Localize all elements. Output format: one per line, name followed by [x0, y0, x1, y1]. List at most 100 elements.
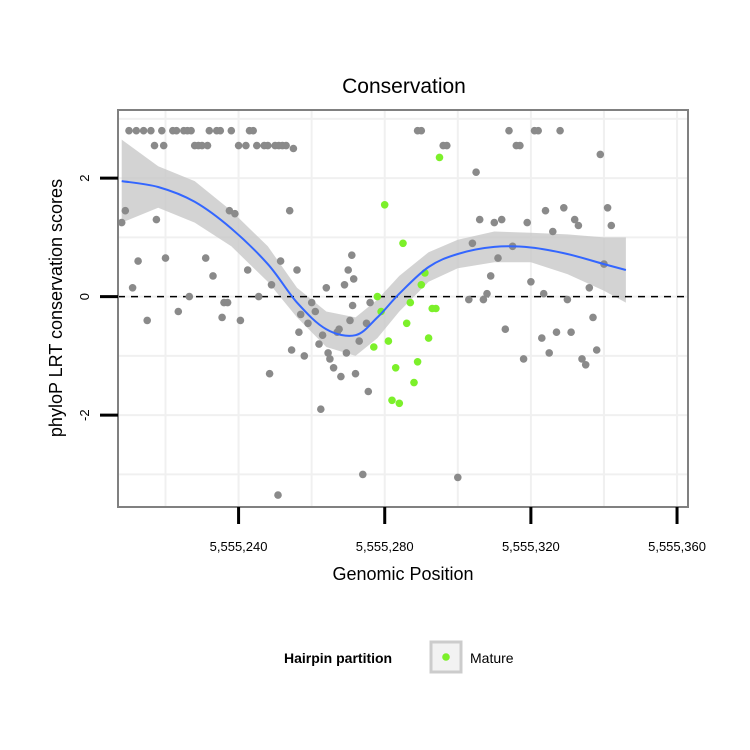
data-point-other [479, 295, 488, 304]
data-point-other [326, 355, 334, 363]
data-point-other [468, 239, 477, 248]
data-point-other [359, 470, 367, 479]
data-point-other [134, 257, 142, 265]
data-point-other [335, 325, 343, 334]
data-point-mature [399, 239, 407, 248]
y-axis-tick-label: 2 [77, 174, 92, 181]
data-point-other [317, 405, 325, 414]
data-point-other [574, 221, 583, 230]
data-point-mature [395, 399, 404, 408]
data-point-mature [377, 307, 385, 316]
data-point-other [295, 328, 303, 337]
data-point-mature [406, 298, 415, 307]
legend-key-mature-dot [442, 653, 450, 661]
data-point-other [203, 141, 212, 150]
data-point-other [209, 272, 217, 280]
data-point-other [570, 215, 579, 224]
data-point-other [417, 126, 426, 135]
data-point-other [282, 141, 290, 150]
data-point-other [556, 126, 564, 135]
data-point-other [304, 319, 312, 328]
data-point-mature [435, 153, 444, 162]
data-point-other [483, 289, 491, 298]
data-point-other [198, 141, 206, 150]
y-axis: -2 0 2 [77, 174, 118, 421]
data-point-mature [424, 334, 433, 342]
data-point-mature [432, 304, 440, 313]
data-point-other [340, 281, 349, 289]
y-axis-tick-label: 0 [77, 293, 92, 300]
legend: Hairpin partition Mature [284, 640, 514, 674]
data-point-other [497, 215, 506, 224]
data-point-other [139, 126, 148, 135]
data-point-other [348, 251, 356, 259]
data-point-mature [413, 358, 422, 366]
data-point-other [236, 316, 245, 325]
data-point-other [318, 331, 327, 340]
smooth-fit-line [121, 180, 627, 337]
data-point-other [324, 349, 332, 357]
data-point-other [296, 310, 305, 319]
data-point-other [490, 218, 499, 227]
legend-title: Hairpin partition [284, 650, 392, 666]
data-point-mature [384, 337, 393, 345]
data-point-other [187, 126, 195, 135]
data-point-other [117, 218, 126, 227]
data-point-other [519, 355, 528, 363]
data-point-other [249, 126, 257, 135]
data-point-other [293, 266, 301, 274]
data-point-other [351, 369, 360, 378]
data-point-other [234, 141, 243, 150]
data-point-other [322, 284, 331, 292]
data-point-other [516, 141, 524, 150]
data-point-other [472, 168, 480, 176]
data-point-other [346, 316, 354, 325]
data-point-other [348, 301, 357, 310]
data-point-other [243, 266, 252, 274]
data-point-other [125, 126, 133, 135]
smooth-line-layer [121, 180, 627, 337]
data-point-other [265, 369, 274, 378]
data-point-other [227, 126, 236, 135]
data-point-other [567, 328, 575, 337]
data-point-other [366, 298, 374, 307]
x-axis-title: Genomic Position [332, 564, 473, 584]
data-point-other [523, 218, 531, 227]
data-point-other [264, 141, 272, 150]
data-point-other [486, 272, 495, 280]
data-point-other [218, 313, 226, 322]
data-point-other [545, 349, 553, 357]
legend-label-mature: Mature [470, 650, 514, 666]
data-point-other [223, 298, 232, 307]
plot-panel [118, 110, 688, 507]
data-point-other [541, 206, 550, 215]
data-point-other [589, 313, 597, 322]
panel-border [117, 109, 689, 508]
data-point-other [501, 325, 510, 334]
x-axis: 5,555,240 5,555,280 5,555,320 5,555,360 [210, 507, 706, 554]
data-point-other [607, 221, 616, 230]
data-point-other [534, 126, 542, 135]
data-point-other [563, 295, 572, 304]
data-point-mature [370, 343, 378, 351]
data-point-other [132, 126, 141, 135]
data-point-other [161, 254, 170, 262]
data-point-other [150, 141, 159, 150]
data-point-other [231, 209, 239, 218]
data-point-other [349, 275, 358, 283]
data-point-other [578, 355, 586, 363]
data-point-other [344, 266, 353, 274]
chart-title: Conservation [342, 75, 466, 98]
data-point-other [527, 278, 535, 286]
data-point-other [152, 215, 161, 224]
data-point-other [585, 284, 594, 292]
data-point-other [201, 254, 210, 262]
data-point-mature [388, 396, 396, 405]
data-point-other [465, 295, 473, 304]
data-point-other [205, 126, 214, 135]
data-point-other [159, 141, 168, 150]
data-point-other [592, 346, 601, 354]
data-point-other [174, 307, 183, 316]
data-point-other [315, 340, 323, 348]
